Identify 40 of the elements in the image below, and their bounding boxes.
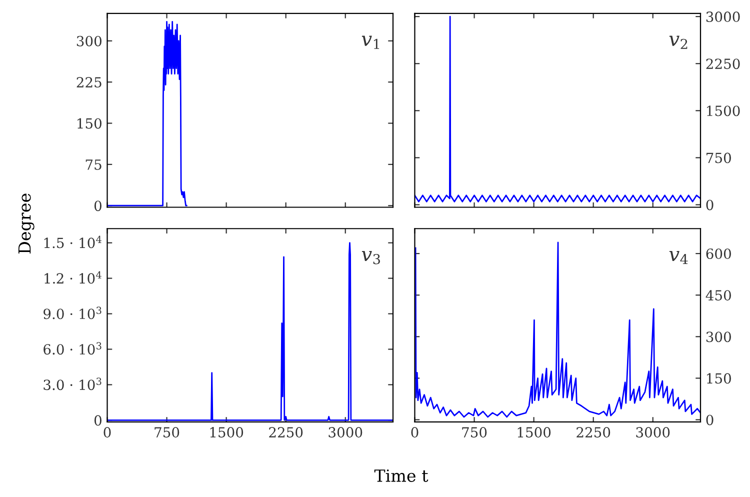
y-tick-label: 1.5 · 10$^{4}$: [44, 236, 102, 248]
y-tick-label: 750: [706, 152, 731, 164]
x-tick-label: 1500: [518, 427, 551, 438]
line-series: [414, 16, 700, 202]
y-tick-label: 0: [706, 200, 714, 210]
y-tick-label: 75: [86, 160, 102, 170]
y-tick-label: 600: [706, 248, 731, 260]
x-tick-label: 750: [154, 427, 180, 438]
x-tick-label: 1500: [210, 427, 244, 438]
x-tick-label: 3000: [328, 427, 362, 438]
y-tick-label: 1.2 · 10$^{4}$: [44, 271, 102, 284]
annotation: v$_{1}$: [362, 36, 380, 49]
y-tick-label: 300: [76, 36, 102, 46]
x-tick-label: 3000: [636, 427, 670, 438]
annotation: v$_{3}$: [362, 250, 380, 264]
y-tick-label: 150: [78, 118, 102, 129]
annotation: v$_{4}$: [669, 250, 688, 264]
x-tick-label: 750: [462, 427, 487, 438]
y-tick-label: 1500: [707, 106, 740, 116]
y-tick-label: 9.0 · 10$^{3}$: [44, 306, 102, 320]
y-tick-label: 300: [706, 332, 731, 342]
y-tick-label: 6.0 · 10$^{3}$: [44, 342, 102, 355]
y-tick-label: 0: [94, 200, 102, 212]
line-series: [107, 20, 188, 206]
y-tick-label: 0: [94, 415, 102, 426]
y-tick-label: 3000: [706, 12, 740, 22]
line-series: [414, 242, 700, 418]
y-tick-label: 2250: [706, 58, 740, 70]
x-tick-label: 2250: [269, 427, 303, 438]
x-tick-label: 0: [104, 427, 111, 438]
y-tick-label: 225: [76, 77, 102, 88]
annotation: v$_{2}$: [669, 36, 688, 49]
y-tick-label: 0: [706, 414, 714, 426]
y-tick-label: 150: [707, 373, 731, 384]
y-tick-label: 450: [706, 290, 731, 301]
x-axis-title: Time t: [374, 469, 428, 482]
y-tick-label: 3.0 · 10$^{3}$: [44, 378, 102, 390]
x-tick-label: 0: [411, 427, 418, 438]
y-axis-title: Degree: [18, 194, 34, 254]
x-tick-label: 2250: [576, 427, 610, 438]
